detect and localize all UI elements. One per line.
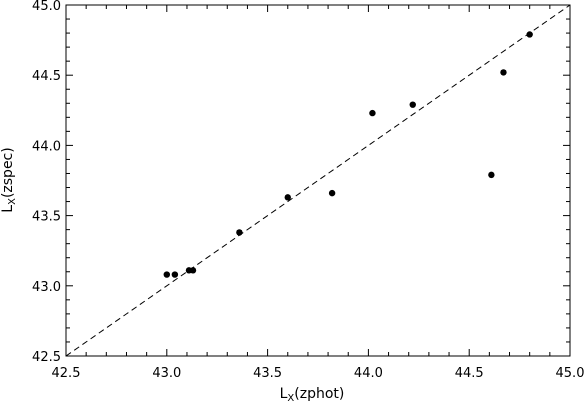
x-tick-label: 44.0 <box>354 366 383 381</box>
data-point <box>369 109 376 117</box>
data-point <box>284 194 291 201</box>
y-axis-title: LX(zspec) <box>0 147 18 212</box>
data-point <box>189 267 197 274</box>
y-tick-label: 43.0 <box>32 280 61 295</box>
data-point <box>526 31 533 38</box>
data-point <box>328 189 336 197</box>
y-axis-title-rest: (zspec) <box>0 147 16 198</box>
data-point <box>236 229 243 236</box>
x-tick-label: 44.5 <box>455 366 484 381</box>
x-axis-title: LX(zphot) <box>280 386 345 403</box>
plot-frame <box>65 4 571 357</box>
data-point <box>409 101 416 108</box>
x-tick-label: 45.0 <box>556 366 584 381</box>
y-tick-label: 45.0 <box>32 0 61 14</box>
y-axis-ticks: 42.5 43.0 43.5 44.0 44.5 45.0 <box>32 0 570 365</box>
x-axis-title-rest: (zphot) <box>294 386 344 402</box>
y-tick-label: 44.0 <box>32 139 61 154</box>
y-axis-title-sub: X <box>7 198 18 205</box>
x-tick-label: 43.5 <box>253 366 282 381</box>
data-point <box>488 171 495 179</box>
x-axis-title-sub: X <box>287 393 294 403</box>
plot-area <box>65 4 571 357</box>
data-points <box>163 31 533 278</box>
data-point <box>500 69 507 76</box>
x-tick-label: 43.0 <box>152 366 181 381</box>
x-tick-label: 42.5 <box>52 366 81 381</box>
data-point <box>163 271 170 278</box>
y-tick-label: 43.5 <box>32 210 61 225</box>
x-axis-title-main: L <box>280 386 288 402</box>
y-axis-title-main: L <box>0 205 16 213</box>
y-tick-label: 42.5 <box>32 350 61 365</box>
one-to-one-reference-line <box>65 4 571 357</box>
y-tick-label: 44.5 <box>32 69 61 84</box>
x-axis-ticks: 42.5 43.0 43.5 44.0 44.5 45.0 <box>52 5 584 381</box>
data-point <box>171 271 179 278</box>
